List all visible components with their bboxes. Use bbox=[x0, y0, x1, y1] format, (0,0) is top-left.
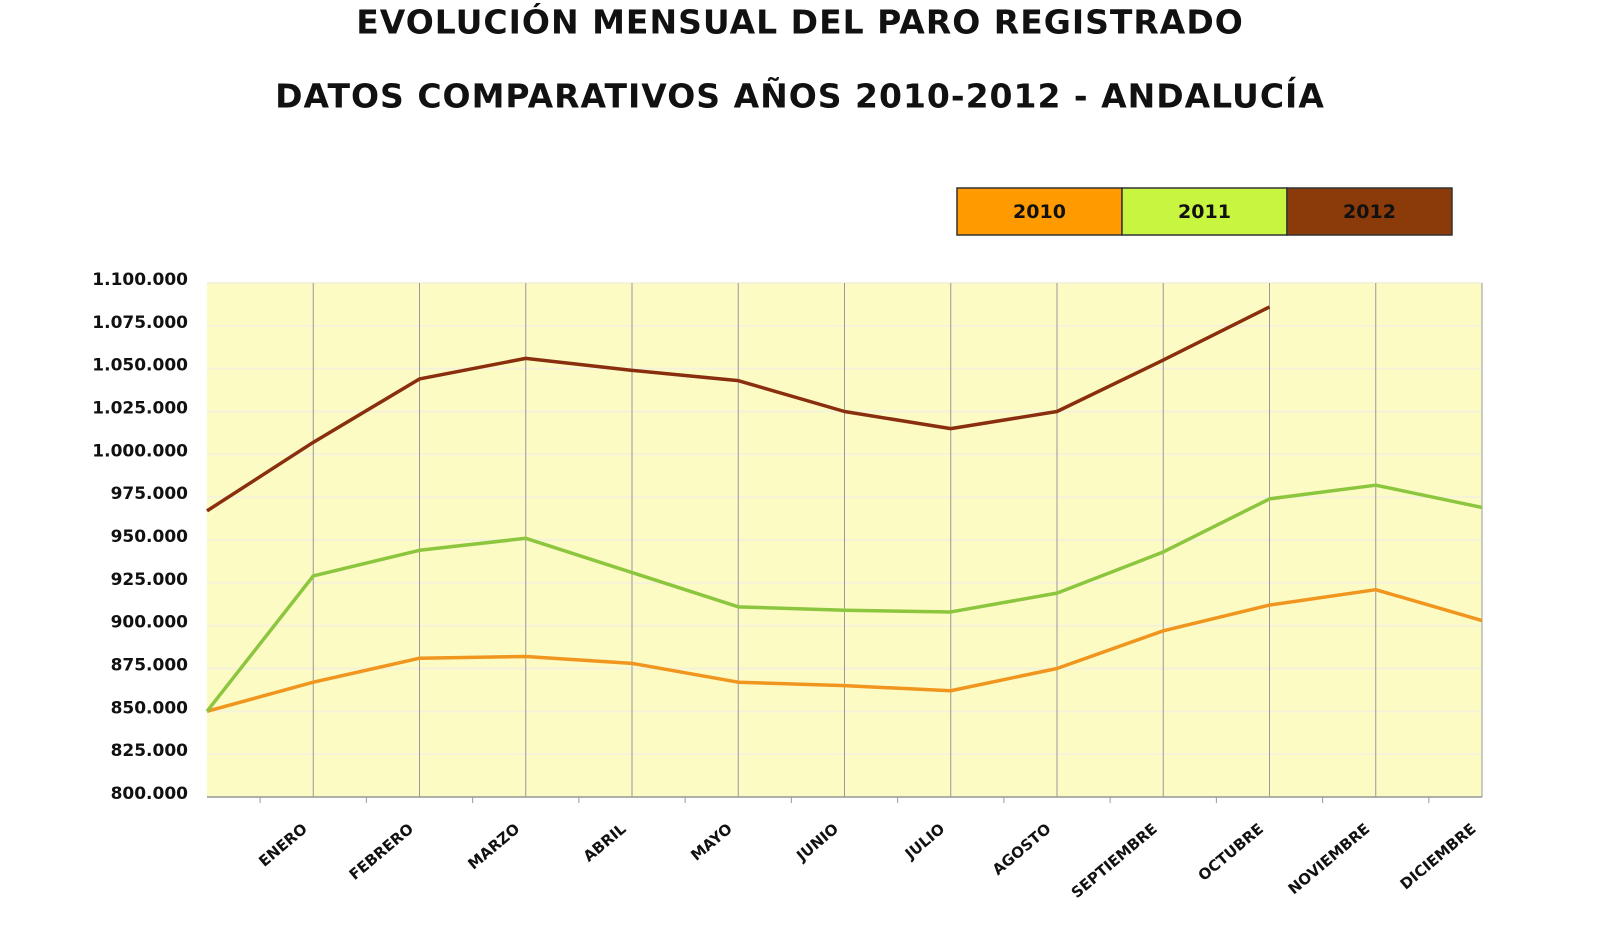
legend-swatch bbox=[1121, 187, 1288, 236]
series-line bbox=[206, 305, 1271, 513]
series-line bbox=[205, 483, 1483, 713]
y-tick-label: 950.000 bbox=[111, 527, 189, 547]
y-tick-label: 875.000 bbox=[111, 656, 189, 676]
y-tick-label: 1.050.000 bbox=[92, 356, 188, 376]
y-tick-label: 800.000 bbox=[111, 784, 189, 804]
y-tick-label: 900.000 bbox=[111, 613, 189, 633]
x-tick-label: JULIO bbox=[901, 820, 948, 864]
x-tick-label: MAYO bbox=[687, 820, 735, 865]
x-tick-label: AGOSTO bbox=[989, 820, 1055, 879]
y-tick-label: 975.000 bbox=[111, 484, 189, 504]
legend-swatch bbox=[1286, 187, 1453, 236]
chart-subtitle: DATOS COMPARATIVOS AÑOS 2010-2012 - ANDA… bbox=[275, 76, 1325, 116]
x-tick-label: JUNIO bbox=[792, 820, 842, 866]
y-tick-label: 925.000 bbox=[111, 570, 189, 590]
legend-label: 2011 bbox=[1178, 201, 1231, 223]
y-tick-label: 850.000 bbox=[111, 698, 189, 718]
y-tick-label: 825.000 bbox=[111, 741, 189, 761]
x-tick-label: DICIEMBRE bbox=[1397, 820, 1480, 894]
x-tick-label: ENERO bbox=[255, 820, 311, 871]
x-tick-label: SEPTIEMBRE bbox=[1068, 820, 1161, 902]
series-line bbox=[206, 587, 1483, 714]
x-tick-label: ABRIL bbox=[580, 819, 630, 865]
y-tick-label: 1.075.000 bbox=[92, 313, 188, 333]
legend-label: 2012 bbox=[1343, 201, 1396, 223]
x-tick-label: OCTUBRE bbox=[1195, 820, 1267, 885]
x-tick-label: MARZO bbox=[464, 820, 523, 873]
y-tick-label: 1.100.000 bbox=[92, 270, 188, 290]
chart-title: EVOLUCIÓN MENSUAL DEL PARO REGISTRADO bbox=[356, 2, 1244, 42]
x-tick-label: FEBRERO bbox=[346, 820, 417, 884]
y-tick-label: 1.000.000 bbox=[92, 441, 188, 461]
y-tick-label: 1.025.000 bbox=[92, 399, 188, 419]
legend-label: 2010 bbox=[1013, 201, 1066, 223]
x-tick-label: NOVIEMBRE bbox=[1285, 820, 1374, 898]
